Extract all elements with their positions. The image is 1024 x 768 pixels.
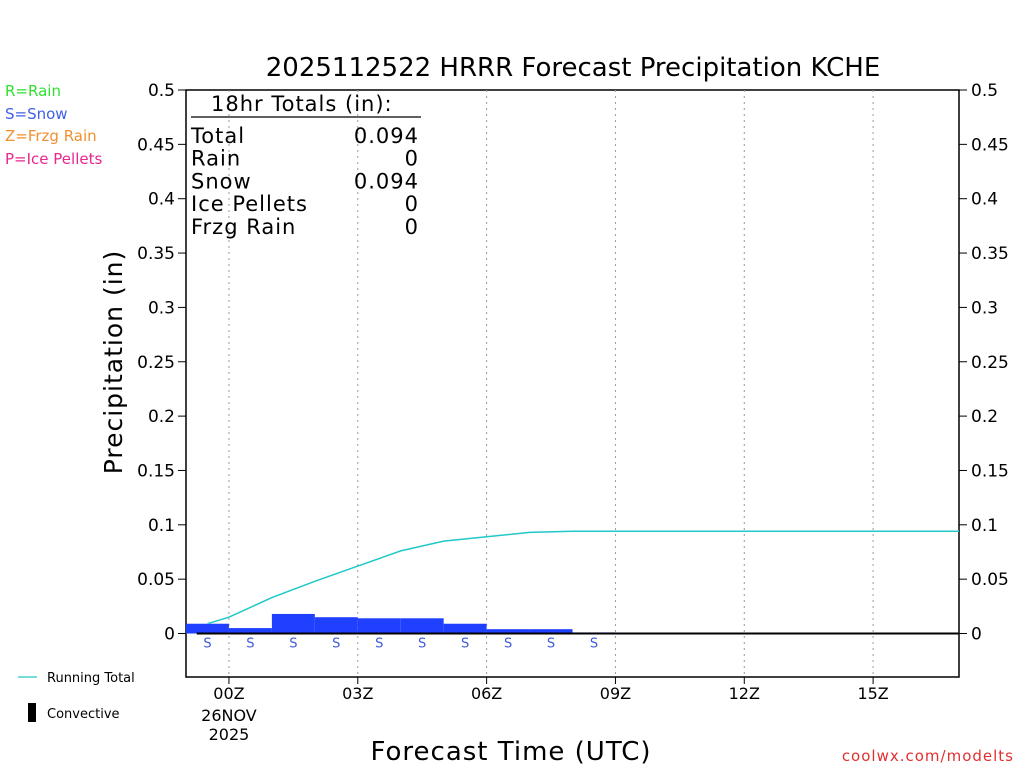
y-tick-label-right: 0.4 — [971, 190, 998, 210]
y-tick-label-left: 0.4 — [148, 190, 175, 210]
precip-bar — [443, 623, 487, 634]
precip-type-letter: S — [418, 637, 426, 652]
bar-series — [186, 613, 616, 634]
bottom-legend: Running Total Convective — [18, 671, 135, 722]
x-tick-sublabel: 26NOV — [201, 706, 257, 725]
credit-text: coolwx.com/modelts — [842, 747, 1014, 765]
x-tick-label: 00Z — [213, 684, 244, 703]
totals-row-label: Snow — [191, 169, 252, 193]
y-tick-label-left: 0.25 — [137, 353, 175, 373]
totals-box: 18hr Totals (in): Total 0.094 Rain 0 Snow 0.0… — [190, 92, 421, 239]
x-axis-label: Forecast Time (UTC) — [370, 737, 651, 767]
convective-swatch — [28, 703, 36, 722]
precip-bar — [228, 628, 272, 634]
y-tick-label-right: 0.3 — [971, 298, 998, 318]
y-tick-label-left: 0.2 — [148, 407, 175, 427]
y-axis-ticks: 0 00.05 0.050.1 0.10.15 0.150.2 0.20.25 0.250.… — [137, 81, 1009, 645]
precip-bar — [314, 617, 358, 634]
y-tick-label-left: 0.5 — [148, 81, 175, 101]
precip-type-letter: S — [504, 637, 512, 652]
y-tick-label-right: 0.5 — [971, 81, 998, 101]
y-tick-label-left: 0.45 — [137, 135, 175, 155]
legend-snow: S=Snow — [5, 105, 68, 123]
y-tick-label-left: 0 — [164, 625, 175, 645]
y-tick-label-right: 0.05 — [971, 570, 1009, 590]
y-tick-label-right: 0.2 — [971, 407, 998, 427]
precip-type-legend: R=Rain S=Snow Z=Frzg Rain P=Ice Pellets — [5, 82, 102, 168]
running-total-series — [207, 530, 959, 625]
totals-row-label: Ice Pellets — [191, 192, 308, 216]
y-tick-label-left: 0.15 — [137, 461, 175, 481]
precip-bar — [529, 629, 573, 634]
precip-bar — [186, 623, 229, 634]
totals-row-value: 0 — [405, 192, 419, 216]
legend-ice-pellets: P=Ice Pellets — [5, 150, 102, 168]
precip-type-letter: S — [246, 637, 254, 652]
precip-bar — [271, 613, 315, 634]
y-tick-label-right: 0.35 — [971, 244, 1009, 264]
totals-row-label: Frzg Rain — [191, 215, 296, 239]
precip-type-letter: S — [203, 637, 211, 652]
totals-row-value: 0.094 — [354, 169, 419, 193]
precip-type-letter: S — [289, 637, 297, 652]
totals-row-value: 0 — [405, 147, 419, 171]
y-tick-label-left: 0.1 — [148, 516, 175, 536]
precip-bar — [486, 629, 530, 634]
precip-type-letter: S — [547, 637, 555, 652]
x-tick-label: 03Z — [342, 684, 373, 703]
y-tick-label-right: 0 — [971, 625, 982, 645]
y-tick-label-left: 0.3 — [148, 298, 175, 318]
precip-bar — [400, 618, 444, 634]
plot-frame — [185, 89, 960, 678]
y-tick-label-left: 0.35 — [137, 244, 175, 264]
x-tick-sublabel: 2025 — [209, 725, 250, 744]
grid-lines — [228, 90, 874, 677]
convective-legend-label: Convective — [47, 707, 120, 722]
legend-frzg-rain: Z=Frzg Rain — [5, 127, 97, 145]
legend-rain: R=Rain — [5, 82, 61, 100]
y-tick-label-right: 0.25 — [971, 353, 1009, 373]
totals-heading: 18hr Totals (in): — [211, 92, 393, 116]
totals-row-label: Rain — [191, 147, 241, 171]
precip-type-letter: S — [375, 637, 383, 652]
precip-type-letter: S — [590, 637, 598, 652]
y-axis-label: Precipitation (in) — [99, 250, 128, 475]
x-tick-label: 06Z — [471, 684, 502, 703]
totals-row-value: 0 — [405, 215, 419, 239]
totals-row-value: 0.094 — [354, 124, 419, 148]
y-tick-label-right: 0.1 — [971, 516, 998, 536]
y-tick-label-left: 0.05 — [137, 570, 175, 590]
precip-type-letter: S — [332, 637, 340, 652]
x-tick-label: 12Z — [729, 684, 760, 703]
precip-bar — [357, 618, 401, 634]
x-tick-label: 09Z — [600, 684, 631, 703]
totals-row-label: Total — [190, 124, 245, 148]
y-tick-label-right: 0.15 — [971, 461, 1009, 481]
precip-type-letter: S — [461, 637, 469, 652]
chart-title: 2025112522 HRRR Forecast Precipitation K… — [266, 53, 881, 83]
y-tick-label-right: 0.45 — [971, 135, 1009, 155]
running-total-line — [207, 530, 959, 625]
x-tick-label: 15Z — [857, 684, 888, 703]
running-total-legend-label: Running Total — [47, 671, 135, 686]
